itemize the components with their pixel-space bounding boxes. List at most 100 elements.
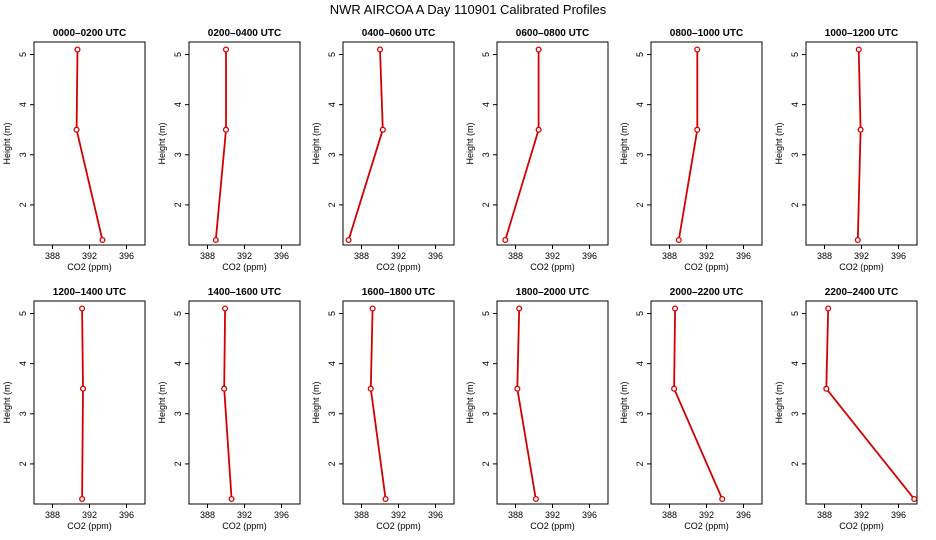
x-tick-label: 392 bbox=[237, 510, 252, 520]
y-tick-label: 3 bbox=[481, 411, 491, 416]
y-tick-label: 3 bbox=[327, 152, 337, 157]
x-axis-label: CO2 (ppm) bbox=[684, 521, 729, 531]
data-point bbox=[79, 305, 86, 312]
data-point bbox=[367, 385, 374, 392]
panel-title: 1200–1400 UTC bbox=[53, 287, 126, 298]
series-line bbox=[369, 308, 387, 500]
data-point bbox=[675, 236, 682, 244]
y-tick-label: 2 bbox=[635, 202, 645, 207]
y-tick-label: 3 bbox=[481, 152, 491, 157]
panel-11: 2000–2200 UTC 388 392 396 CO2 (ppm) 2 3 4 5 Heigh… bbox=[619, 287, 763, 531]
data-point bbox=[855, 46, 862, 53]
series-line bbox=[677, 49, 699, 241]
y-axis-label: Height (m) bbox=[157, 122, 167, 164]
panel-title: 0800–1000 UTC bbox=[670, 28, 743, 39]
data-point bbox=[694, 126, 701, 133]
x-tick-label: 388 bbox=[817, 251, 832, 261]
y-tick-label: 3 bbox=[635, 152, 645, 157]
y-tick-label: 3 bbox=[635, 411, 645, 416]
x-axis-label: CO2 (ppm) bbox=[222, 262, 267, 272]
y-tick-label: 5 bbox=[173, 311, 183, 316]
y-tick-label: 3 bbox=[173, 152, 183, 157]
figure-title: NWR AIRCOA A Day 110901 Calibrated Profi… bbox=[330, 2, 607, 17]
x-axis-label: CO2 (ppm) bbox=[530, 521, 575, 531]
y-tick-label: 2 bbox=[790, 461, 800, 466]
x-tick-label: 388 bbox=[354, 251, 369, 261]
y-tick-label: 5 bbox=[18, 52, 28, 57]
y-tick-label: 2 bbox=[18, 461, 28, 466]
x-tick-label: 396 bbox=[274, 251, 289, 261]
y-tick-label: 2 bbox=[327, 202, 337, 207]
y-tick-label: 2 bbox=[635, 461, 645, 466]
data-point bbox=[516, 305, 523, 312]
x-tick-label: 388 bbox=[662, 251, 677, 261]
x-tick-label: 392 bbox=[391, 251, 406, 261]
data-point bbox=[369, 305, 376, 312]
y-tick-label: 2 bbox=[173, 202, 183, 207]
series-line bbox=[825, 308, 915, 500]
data-point bbox=[228, 495, 235, 503]
y-tick-label: 3 bbox=[327, 411, 337, 416]
y-tick-label: 2 bbox=[327, 461, 337, 466]
y-tick-label: 4 bbox=[173, 361, 183, 366]
plot-frame bbox=[188, 41, 301, 246]
panel-2: 0200–0400 UTC 388 392 396 CO2 (ppm) 2 3 4 5 Heigh… bbox=[157, 28, 301, 272]
y-tick-label: 4 bbox=[481, 361, 491, 366]
panel-3: 0400–0600 UTC 388 392 396 CO2 (ppm) 2 3 4 5 Heigh… bbox=[311, 28, 455, 272]
x-tick-label: 396 bbox=[119, 510, 134, 520]
y-tick-label: 2 bbox=[790, 202, 800, 207]
panel-title: 0000–0200 UTC bbox=[53, 28, 126, 39]
panel-5: 0800–1000 UTC 388 392 396 CO2 (ppm) 2 3 4 5 Heigh… bbox=[619, 28, 763, 272]
y-tick-label: 5 bbox=[481, 311, 491, 316]
y-axis-label: Height (m) bbox=[774, 381, 784, 423]
y-tick-label: 5 bbox=[18, 311, 28, 316]
panel-10: 1800–2000 UTC 388 392 396 CO2 (ppm) 2 3 4 5 Heigh… bbox=[465, 287, 609, 531]
series-line bbox=[673, 308, 724, 500]
x-tick-label: 396 bbox=[582, 510, 597, 520]
y-tick-label: 2 bbox=[481, 202, 491, 207]
y-tick-label: 4 bbox=[173, 102, 183, 107]
data-point bbox=[376, 46, 384, 53]
y-tick-label: 3 bbox=[173, 411, 183, 416]
data-point bbox=[382, 495, 389, 503]
series-line bbox=[516, 308, 537, 500]
x-tick-label: 388 bbox=[354, 510, 369, 520]
y-tick-label: 4 bbox=[327, 361, 337, 366]
plot-frame bbox=[805, 41, 918, 246]
panel-title: 0600–0800 UTC bbox=[516, 28, 589, 39]
data-point bbox=[857, 126, 864, 133]
y-tick-label: 2 bbox=[18, 202, 28, 207]
x-axis-label: CO2 (ppm) bbox=[684, 262, 729, 272]
y-tick-label: 5 bbox=[635, 52, 645, 57]
x-tick-label: 388 bbox=[45, 251, 60, 261]
data-point bbox=[514, 385, 521, 392]
x-tick-label: 388 bbox=[508, 510, 523, 520]
x-tick-label: 388 bbox=[45, 510, 60, 520]
series-line bbox=[504, 49, 540, 241]
series-line bbox=[81, 308, 84, 500]
y-axis-label: Height (m) bbox=[2, 381, 12, 423]
series-line bbox=[75, 49, 104, 241]
y-tick-label: 3 bbox=[18, 411, 28, 416]
x-tick-label: 396 bbox=[428, 251, 443, 261]
y-tick-label: 4 bbox=[635, 102, 645, 107]
x-tick-label: 392 bbox=[854, 251, 869, 261]
x-tick-label: 396 bbox=[891, 251, 906, 261]
x-tick-label: 392 bbox=[82, 510, 97, 520]
x-tick-label: 392 bbox=[237, 251, 252, 261]
y-tick-label: 3 bbox=[790, 411, 800, 416]
panel-title: 1000–1200 UTC bbox=[825, 28, 898, 39]
data-point bbox=[79, 385, 87, 392]
x-axis-label: CO2 (ppm) bbox=[222, 521, 267, 531]
x-tick-label: 392 bbox=[854, 510, 869, 520]
x-tick-label: 392 bbox=[699, 251, 714, 261]
x-tick-label: 392 bbox=[82, 251, 97, 261]
y-tick-label: 4 bbox=[18, 361, 28, 366]
y-tick-label: 4 bbox=[481, 102, 491, 107]
data-point bbox=[79, 495, 86, 503]
data-point bbox=[825, 305, 832, 312]
x-axis-label: CO2 (ppm) bbox=[67, 521, 112, 531]
y-tick-label: 3 bbox=[18, 152, 28, 157]
plot-frame bbox=[342, 300, 455, 505]
y-axis-label: Height (m) bbox=[465, 122, 475, 164]
